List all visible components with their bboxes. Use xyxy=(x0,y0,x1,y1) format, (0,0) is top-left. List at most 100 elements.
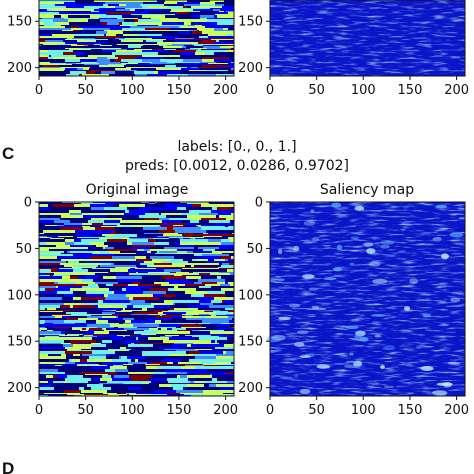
saliency-hotspot xyxy=(299,388,311,395)
heatmap-cell xyxy=(228,233,232,234)
heatmap-cell xyxy=(209,203,234,204)
saliency-hotspot xyxy=(294,373,299,377)
heatmap-cell xyxy=(39,269,44,272)
heatmap-cell xyxy=(156,68,181,70)
heatmap-cell xyxy=(130,247,150,249)
heatmap-cell xyxy=(194,282,202,284)
heatmap-cell xyxy=(136,315,149,316)
heatmap-cell xyxy=(151,362,167,364)
heatmap-cell xyxy=(39,237,49,238)
heatmap-cell xyxy=(107,31,123,34)
heatmap-cell xyxy=(214,6,222,8)
heatmap-cell xyxy=(204,237,228,238)
heatmap-cell xyxy=(182,275,185,276)
heatmap-cell xyxy=(39,48,42,49)
heatmap-cell xyxy=(133,305,154,308)
heatmap-cell xyxy=(170,11,185,12)
heatmap-cell xyxy=(52,237,77,238)
heatmap-cell xyxy=(164,247,183,249)
heatmap-cell xyxy=(172,336,192,337)
heatmap-cell xyxy=(202,55,217,57)
saliency-hotspot xyxy=(383,344,396,351)
heatmap-cell xyxy=(190,381,194,383)
heatmap-cell xyxy=(117,393,120,394)
heatmap-cell xyxy=(103,223,105,225)
heatmap-cell xyxy=(39,213,41,215)
heatmap-cell xyxy=(228,282,234,284)
heatmap-cell xyxy=(198,247,219,249)
heatmap-cell xyxy=(168,381,190,383)
heatmap-cell xyxy=(185,30,189,31)
heatmap-cell xyxy=(80,359,87,362)
heatmap-cell xyxy=(48,44,57,45)
heatmap-cell xyxy=(132,384,159,387)
heatmap-cell xyxy=(217,22,234,25)
heatmap-cell xyxy=(60,227,83,230)
heatmap-cell xyxy=(111,261,130,263)
heatmap-cell xyxy=(232,318,234,320)
labels-line: labels: [0., 0., 1.] xyxy=(177,139,296,155)
heatmap-cell xyxy=(140,340,163,343)
top-left-x-axis: 0 50 100 150 200 xyxy=(35,76,238,98)
heatmap-cell xyxy=(82,300,98,303)
heatmap-cell xyxy=(39,291,57,294)
heatmap-cell xyxy=(222,236,234,237)
heatmap-cell xyxy=(115,354,142,356)
heatmap-cell xyxy=(106,67,126,68)
saliency-hotspot xyxy=(436,382,453,386)
heatmap-cell xyxy=(69,49,91,50)
heatmap-cell xyxy=(162,276,186,279)
heatmap-cell xyxy=(112,291,114,294)
heatmap-cell xyxy=(175,303,200,305)
heatmap-cell xyxy=(124,305,127,308)
heatmap-cell xyxy=(74,34,84,36)
heatmap-cell xyxy=(197,223,216,225)
saliency-hotspot xyxy=(440,253,449,260)
x-tick-label: 50 xyxy=(308,83,325,98)
heatmap-cell xyxy=(76,2,99,4)
heatmap-cell xyxy=(210,8,223,9)
heatmap-cell xyxy=(87,253,92,254)
heatmap-cell xyxy=(39,265,57,267)
heatmap-cell xyxy=(86,18,99,19)
heatmap-cell xyxy=(166,314,182,315)
heatmap-cell xyxy=(204,6,214,8)
heatmap-cell xyxy=(120,203,133,204)
heatmap-cell xyxy=(132,223,139,225)
heatmap-cell xyxy=(39,334,65,335)
heatmap-cell xyxy=(79,303,81,305)
heatmap-cell xyxy=(67,334,83,335)
heatmap-cell xyxy=(188,74,209,76)
heatmap-cell xyxy=(157,42,182,44)
heatmap-cell xyxy=(149,203,155,204)
heatmap-cell xyxy=(216,215,219,218)
heatmap-cell xyxy=(139,71,154,74)
heatmap-cell xyxy=(108,64,126,65)
heatmap-cell xyxy=(105,369,115,372)
heatmap-cell xyxy=(195,337,199,340)
heatmap-cell xyxy=(73,344,92,347)
heatmap-cell xyxy=(162,34,185,36)
heatmap-cell xyxy=(103,384,117,387)
heatmap-cell xyxy=(129,350,152,351)
heatmap-cell xyxy=(39,218,60,220)
heatmap-cell xyxy=(91,207,104,210)
heatmap-cell xyxy=(115,38,125,39)
heatmap-cell xyxy=(107,334,117,335)
heatmap-cell xyxy=(39,343,61,344)
heatmap-cell xyxy=(134,25,137,26)
heatmap-cell xyxy=(198,350,224,351)
heatmap-cell xyxy=(81,263,101,265)
heatmap-cell xyxy=(92,245,96,247)
heatmap-cell xyxy=(130,261,144,263)
heatmap-cell xyxy=(91,30,104,31)
heatmap-cell xyxy=(170,308,174,310)
heatmap-cell xyxy=(155,203,166,204)
heatmap-cell xyxy=(39,19,53,22)
heatmap-cell xyxy=(212,238,214,239)
heatmap-cell xyxy=(147,36,154,38)
heatmap-cell xyxy=(125,8,140,9)
heatmap-cell xyxy=(88,381,107,383)
heatmap-cell xyxy=(231,297,234,300)
